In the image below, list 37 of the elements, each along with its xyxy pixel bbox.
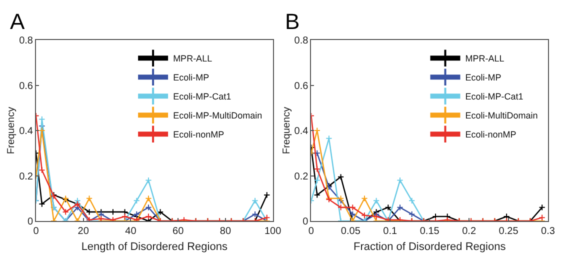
legend-label: MPR-ALL [465,54,504,64]
y-tick-label: 0.8 [294,36,309,46]
legend-label: Ecoli-MultiDomain [465,110,538,121]
y-tick-label: 0.4 [19,126,34,137]
x-tick-label: 0.25 [498,226,519,237]
y-tick-label: 0.2 [294,171,309,182]
legend-label: Ecoli-MP [173,72,210,83]
legend-label: Ecoli-MP-Cat1 [465,92,524,102]
y-tick-label: 0.6 [19,80,34,92]
chart-title: A [10,9,25,34]
x-tick-label: 0.3 [541,226,556,237]
x-tick-label: 100 [264,226,282,237]
x-axis-title: Length of Disordered Regions [81,241,228,254]
legend-label: Ecoli-MP-Cat1 [173,92,232,102]
legend-label: MPR-ALL [173,54,212,64]
y-tick-label: 0 [302,216,309,228]
y-tick-label: 0 [27,216,34,228]
legend-label: Ecoli-nonMP [173,130,224,140]
x-tick-label: 40 [125,226,137,237]
y-axis-title: Frequency [281,106,292,154]
y-tick-label: 0.8 [19,36,34,46]
legend-label: Ecoli-nonMP [465,130,516,140]
chart-title: B [285,9,300,34]
x-tick-label: 60 [172,226,184,237]
y-axis-title: Frequency [6,106,18,154]
x-tick-label: 0.15 [420,226,440,237]
y-tick-label: 0.4 [294,126,309,137]
y-tick-label: 0.2 [19,171,34,182]
x-tick-label: 0.05 [340,226,361,237]
legend-label: Ecoli-MP-MultiDomain [173,110,262,121]
legend-label: Ecoli-MP [465,72,502,83]
x-tick-label: 0.2 [462,226,476,237]
x-tick-label: 0.1 [383,226,398,237]
y-tick-label: 0.6 [294,80,309,92]
x-tick-label: 20 [78,226,90,237]
x-tick-label: 80 [220,226,232,237]
x-axis-title: Fraction of Disordered Regions [353,241,506,254]
